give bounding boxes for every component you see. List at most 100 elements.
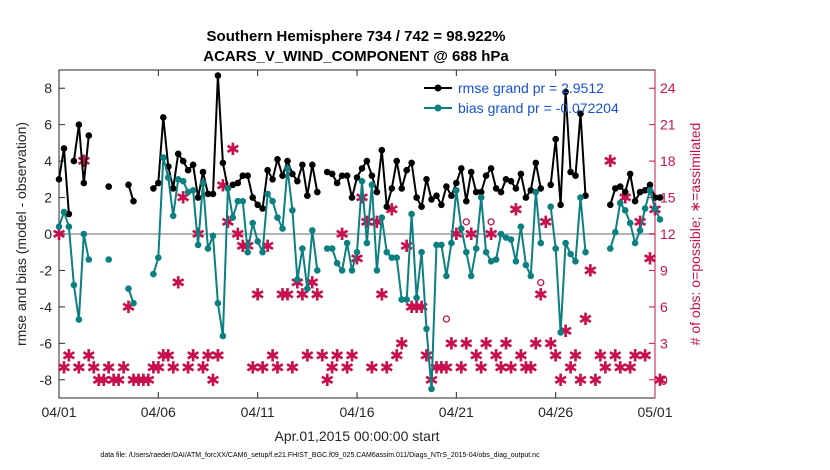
bias-point	[294, 276, 301, 283]
y-tick-label: 4	[44, 153, 52, 169]
obs-assimilated-marker: ✱	[345, 346, 359, 366]
bias-point	[199, 179, 207, 187]
bias-point	[55, 223, 63, 230]
bias-point	[651, 205, 659, 212]
rmse-point	[239, 172, 247, 179]
rmse-point	[607, 201, 614, 209]
bias-point	[532, 188, 540, 196]
bias-point	[299, 245, 306, 252]
rmse-point	[413, 194, 420, 201]
rmse-point	[55, 176, 63, 183]
obs-assimilated-marker: ✱	[554, 371, 568, 391]
bias-point	[656, 216, 664, 223]
obs-assimilated-marker: ✱	[116, 359, 130, 379]
rmse-point	[358, 165, 366, 172]
rmse-point	[582, 192, 589, 199]
rmse-point	[487, 165, 495, 172]
obs-assimilated-marker: ✱	[310, 286, 324, 306]
rmse-point	[423, 176, 430, 183]
bias-point	[472, 245, 480, 252]
bias-point	[219, 332, 227, 340]
rmse-point	[130, 197, 137, 205]
bias-point	[562, 239, 569, 247]
rmse-point	[264, 166, 271, 174]
obs-assimilated-marker: ✱	[211, 346, 225, 366]
bias-point	[522, 261, 530, 269]
obs-assimilated-marker: ✱	[136, 371, 150, 391]
rmse-point	[443, 183, 450, 190]
bias-point	[517, 223, 525, 230]
obs-assimilated-marker: ✱	[434, 359, 448, 379]
obs-assimilated-marker: ✱	[102, 359, 116, 379]
bias-point	[621, 207, 629, 214]
bias-point	[229, 214, 237, 221]
obs-assimilated-marker: ✱	[166, 359, 180, 379]
obs-assimilated-marker: ✱	[290, 274, 304, 294]
bias-point	[552, 245, 559, 252]
bias-point	[289, 207, 296, 214]
bias-point	[433, 241, 440, 249]
obs-assimilated-marker: ✱	[62, 346, 76, 366]
obs-assimilated-marker: ✱	[583, 261, 597, 281]
bias-point	[75, 316, 83, 323]
obs-assimilated-marker: ✱	[340, 359, 354, 379]
rmse-point	[453, 179, 460, 187]
rmse-point	[388, 185, 396, 192]
obs-assimilated-marker: ✱	[111, 371, 125, 391]
y2-axis-label: # of obs: o=possible; ∗=assimilated	[687, 123, 703, 346]
y-axis-left: -8 -6 -4 -2 0 2 4 6 8	[40, 80, 65, 388]
rmse-point	[249, 194, 256, 201]
rmse-point	[552, 135, 559, 143]
rmse-series-line	[72, 123, 90, 184]
obs-assimilated-marker: ✱	[578, 310, 592, 330]
y2-tick-label: 18	[660, 153, 676, 169]
obs-assimilated-marker: ✱	[380, 359, 394, 379]
obs-assimilated-marker: ✱	[390, 346, 404, 366]
obs-assimilated-marker: ✱	[375, 286, 389, 306]
obs-assimilated-marker: ✱	[270, 359, 284, 379]
y-tick-label: 2	[44, 190, 52, 206]
obs-assimilated-marker: ✱	[484, 225, 498, 245]
y2-tick-label: 15	[660, 190, 676, 206]
obs-assimilated-marker: ✱	[87, 359, 101, 379]
obs-assimilated-marker: ✱	[568, 346, 582, 366]
rmse-point	[219, 159, 227, 167]
obs-assimilated-marker: ✱	[355, 189, 369, 209]
y-tick-label: 0	[44, 226, 52, 242]
bias-point	[448, 239, 455, 247]
obs-assimilated-marker: ✱	[549, 346, 563, 366]
obs-assimilated-marker: ✱	[524, 359, 538, 379]
rmse-point	[527, 187, 535, 194]
obs-assimilated-marker: ✱	[360, 213, 374, 233]
obs-assimilated-marker: ✱	[82, 346, 96, 366]
rmse-point	[463, 197, 470, 205]
bias-point	[249, 219, 256, 227]
obs-assimilated-marker: ✱	[141, 371, 155, 391]
obs-assimilated-marker: ✱	[638, 346, 652, 366]
bias-point	[269, 197, 276, 205]
obs-assimilated-marker: ✱	[231, 225, 245, 245]
rmse-point	[502, 176, 510, 183]
bias-point	[641, 205, 649, 212]
bias-point	[189, 187, 197, 194]
bias-point	[373, 267, 381, 274]
rmse-point	[234, 179, 242, 187]
rmse-point	[626, 170, 634, 178]
obs-assimilated-marker: ✱	[280, 286, 294, 306]
y2-tick-label: 24	[660, 80, 676, 96]
rmse-point	[433, 192, 440, 199]
obs-assimilated-marker: ✱	[265, 346, 279, 366]
obs-assimilated-marker: ✱	[608, 346, 622, 366]
bias-point	[413, 294, 420, 302]
bias-point	[209, 232, 217, 240]
y-tick-label: -2	[40, 262, 53, 278]
obs-assimilated-marker: ✱	[603, 152, 617, 172]
bias-point	[453, 187, 460, 194]
obs-assimilated-marker: ✱	[201, 346, 215, 366]
rmse-point	[160, 114, 167, 121]
rmse-point	[338, 172, 346, 179]
rmse-point	[179, 157, 187, 165]
rmse-point	[577, 110, 584, 117]
rmse-point	[616, 183, 624, 190]
